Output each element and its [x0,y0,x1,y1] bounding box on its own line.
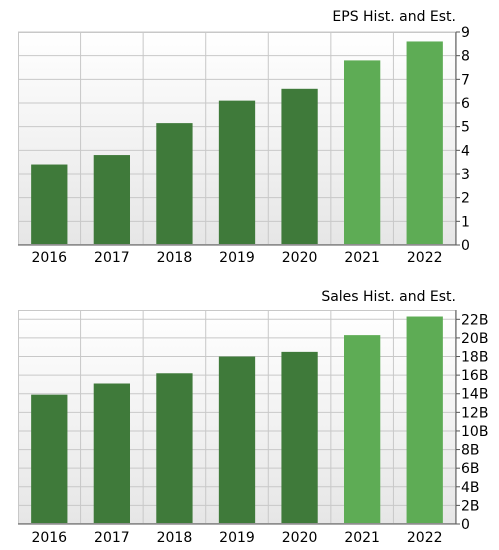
eps-chart-title: EPS Hist. and Est. [332,9,456,25]
sales-category-label: 2016 [31,530,67,546]
eps-category-label: 2022 [407,250,443,266]
sales-bar-2019 [218,356,256,524]
sales-ytick-label: 12B [461,405,488,421]
sales-bar-2021 [343,335,381,524]
sales-ytick-label: 6B [461,461,480,477]
sales-chart-svg: Sales Hist. and Est. 0 2B 4B 6B 8B 10B 12B 14B 1… [18,289,488,546]
sales-ytick-label: 22B [461,312,488,328]
eps-chart-svg: EPS Hist. and Est. 0 1 2 3 4 5 6 7 8 9 2016 2017 201… [18,9,470,266]
sales-bar-2022 [406,316,443,524]
eps-bar-2019 [218,100,256,245]
eps-ytick-label: 5 [461,120,470,136]
eps-category-label: 2020 [282,250,318,266]
eps-category-label: 2018 [157,250,193,266]
eps-bar-2017 [93,155,131,245]
eps-category-label: 2016 [31,250,67,266]
sales-category-label: 2022 [407,530,443,546]
eps-ytick-label: 2 [461,191,470,207]
eps-bar-2020 [281,88,318,245]
sales-bar-2016 [31,394,68,524]
eps-ytick-label: 3 [461,167,470,183]
sales-ytick-label: 18B [461,350,488,366]
sales-ytick-label: 10B [461,424,488,440]
eps-ytick-label: 4 [461,143,470,159]
sales-bar-2018 [156,373,193,524]
eps-ytick-label: 8 [461,49,470,65]
sales-category-label: 2018 [157,530,193,546]
eps-bar-2016 [31,164,68,245]
eps-bar-2018 [156,123,193,245]
eps-ytick-label: 7 [461,72,470,88]
sales-ytick-label: 0 [461,517,470,533]
eps-ytick-label: 9 [461,25,470,41]
sales-category-label: 2017 [94,530,130,546]
eps-bar-2021 [343,60,381,246]
sales-ytick-label: 8B [461,443,480,459]
eps-ytick-label: 1 [461,214,470,230]
sales-ytick-label: 4B [461,480,480,496]
sales-category-label: 2019 [219,530,255,546]
sales-chart: Sales Hist. and Est. 0 2B 4B 6B 8B 10B 12B 14B 1… [0,275,499,550]
sales-bar-2017 [93,383,131,524]
sales-chart-title: Sales Hist. and Est. [321,289,456,305]
sales-ytick-label: 20B [461,331,488,347]
eps-ytick-label: 6 [461,96,470,112]
eps-chart: EPS Hist. and Est. 0 1 2 3 4 5 6 7 8 9 2016 2017 201… [0,0,499,270]
eps-ytick-label: 0 [461,238,470,254]
eps-bar-2022 [406,41,443,245]
sales-ytick-label: 16B [461,368,488,384]
eps-category-label: 2017 [94,250,130,266]
sales-category-label: 2020 [282,530,318,546]
sales-ytick-label: 2B [461,498,480,514]
eps-category-label: 2021 [344,250,380,266]
eps-category-label: 2019 [219,250,255,266]
sales-category-label: 2021 [344,530,380,546]
sales-ytick-label: 14B [461,387,488,403]
sales-bar-2020 [281,351,318,524]
